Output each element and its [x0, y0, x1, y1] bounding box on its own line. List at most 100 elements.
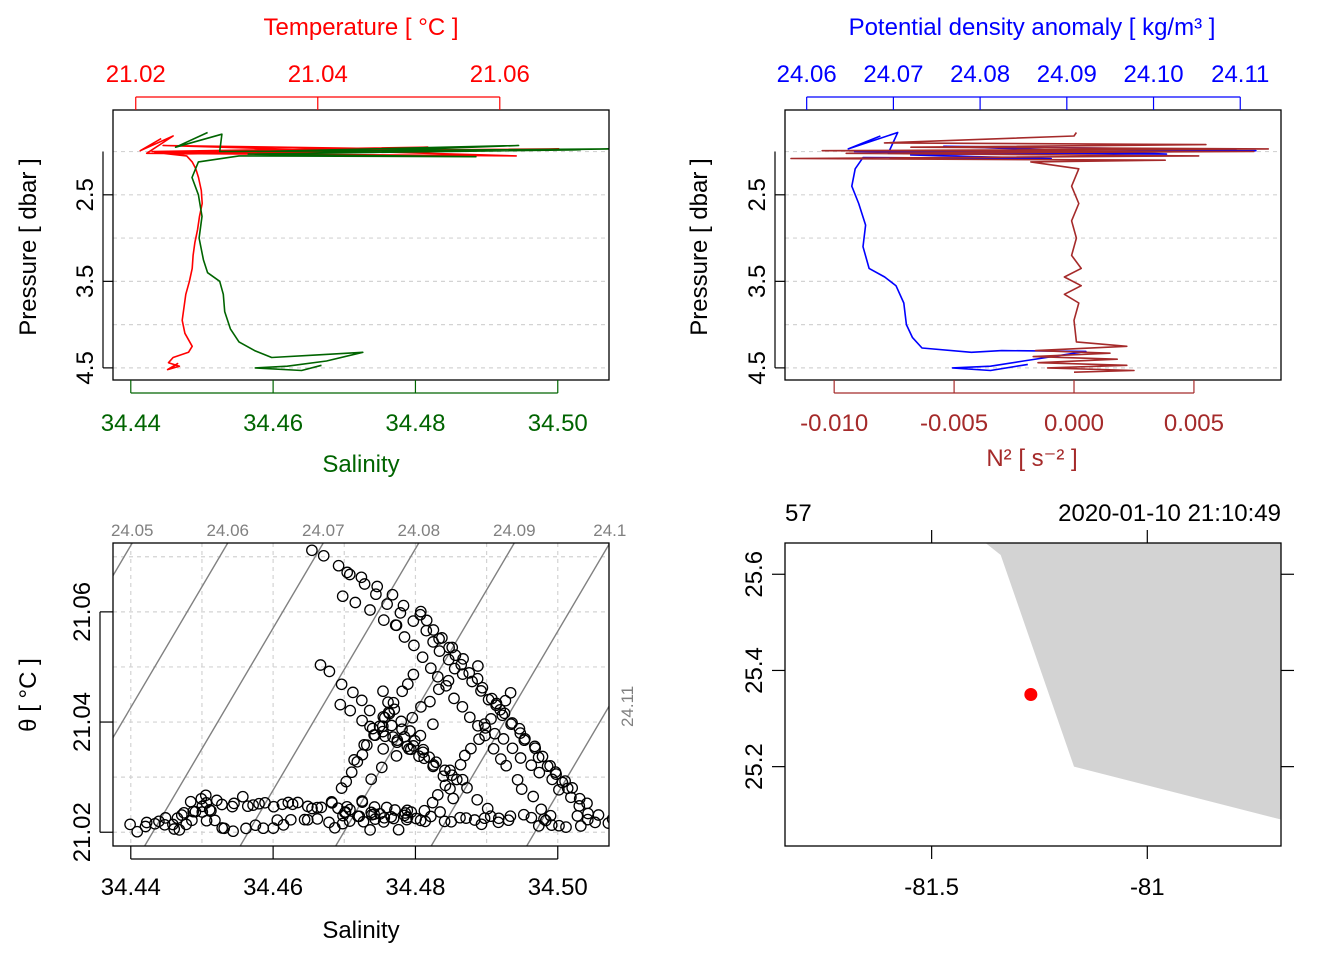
- ts-diagram-frame: [112, 542, 610, 847]
- ts-data-point: [353, 810, 366, 823]
- ts-data-point: [323, 665, 336, 678]
- ts-profile-frame: [112, 109, 610, 381]
- bottom-axis-tick-label: 34.48: [385, 410, 445, 437]
- ts-x-tick-label: 34.44: [101, 874, 161, 901]
- ts-data-point: [497, 733, 510, 745]
- ts-data-point: [317, 549, 330, 562]
- bottom-axis-tick-label: -0.005: [920, 410, 988, 437]
- ts-data-point: [514, 752, 527, 764]
- ts-data-point: [159, 812, 172, 824]
- ts-data-point: [386, 588, 399, 601]
- density-axis-label: Potential density anomaly [ kg/m³ ]: [849, 14, 1216, 41]
- ts-data-point: [291, 796, 304, 809]
- station-marker: [1024, 688, 1038, 701]
- density-profile-frame: [784, 109, 1282, 381]
- ts-data-point: [535, 803, 548, 816]
- land-polygon: [985, 543, 1281, 820]
- ts-data-point: [241, 800, 254, 813]
- top-axis-tick-label: 24.09: [1037, 61, 1097, 88]
- ts-data-point: [284, 813, 297, 826]
- ts-data-point: [456, 773, 469, 786]
- ts-x-tick-label: 34.46: [243, 874, 303, 901]
- bottom-axis-tick-label: 34.46: [243, 410, 303, 437]
- ts-data-point: [334, 698, 347, 711]
- ts-data-point: [437, 770, 450, 783]
- ts-data-point: [390, 750, 403, 762]
- ts-y-tick-label: 21.04: [69, 692, 96, 752]
- isopycnal-label: 24.05: [111, 521, 154, 540]
- ts-data-point: [460, 812, 472, 824]
- ts-data-point: [186, 814, 198, 827]
- ts-data-point: [344, 803, 356, 816]
- ts-data-point: [306, 802, 318, 815]
- ts-data-point: [525, 759, 538, 772]
- ts-data-point: [370, 588, 382, 601]
- ts-data-point: [454, 758, 467, 771]
- ts-data-point: [398, 631, 411, 643]
- map-axes: -81.5 -81 25.2 25.4 25.6: [741, 530, 1294, 901]
- ts-data-point: [533, 766, 546, 779]
- ts-data-point: [581, 813, 594, 826]
- ts-data-point: [487, 742, 500, 755]
- ts-data-point: [336, 817, 349, 830]
- ts-data-point: [408, 639, 420, 652]
- ts-data-point: [131, 825, 144, 838]
- bottom-axis-tick-label: 34.44: [101, 410, 161, 437]
- ts-data-point: [298, 813, 311, 826]
- ts-data-point: [536, 750, 549, 763]
- map-frame: [784, 542, 1282, 847]
- ts-data-point: [407, 668, 420, 681]
- ts-data-point: [484, 810, 497, 823]
- ts-data-point: [442, 674, 455, 687]
- ts-diagram-axes: 34.44 34.46 34.48 34.50 21.02 21.04 21.06: [69, 582, 588, 901]
- ts-data-point: [395, 715, 408, 728]
- isopycnal-line: [526, 705, 609, 846]
- ts-data-point: [496, 709, 509, 722]
- lat-tick-label: 25.2: [741, 743, 768, 790]
- ts-data-point: [447, 792, 460, 805]
- ts-data-point: [140, 816, 153, 829]
- pressure-tick-label: 2.5: [72, 178, 99, 211]
- ts-data-point: [438, 815, 451, 828]
- isopycnal-line: [144, 543, 324, 846]
- ts-data-point: [404, 725, 416, 737]
- ts-data-point: [432, 683, 445, 696]
- n2-axis-label: N² [ s⁻² ]: [986, 445, 1077, 472]
- station-map-panel: -81.5 -81 25.2 25.4 25.6 57 2020-01-10 21:10…: [741, 500, 1294, 901]
- ts-data-point: [249, 819, 262, 832]
- ts-diagram-grid: [113, 543, 609, 846]
- pressure-tick-label: 4.5: [72, 351, 99, 384]
- ts-data-point: [420, 614, 433, 627]
- ts-data-point: [401, 678, 414, 690]
- pressure-axis-label: Pressure [ dbar ]: [15, 158, 42, 335]
- ts-data-point: [158, 818, 171, 831]
- ts-data-point: [358, 738, 371, 751]
- ts-data-point: [380, 801, 393, 814]
- ts-data-point: [519, 732, 531, 745]
- ts-data-point: [431, 789, 444, 801]
- ts-data-point: [364, 604, 376, 616]
- ts-data-point: [368, 729, 380, 741]
- ts-data-point: [168, 823, 181, 835]
- ts-data-point: [385, 811, 398, 823]
- ts-data-point: [566, 782, 579, 794]
- station-number-label: 57: [785, 500, 812, 527]
- ts-data-point: [433, 645, 446, 657]
- ts-data-point: [606, 814, 609, 824]
- ts-data-point: [457, 653, 469, 665]
- ts-data-point: [529, 742, 542, 755]
- ts-data-point: [559, 775, 571, 787]
- ts-data-point: [471, 793, 484, 806]
- ts-data-point: [382, 696, 394, 709]
- ts-data-point: [504, 686, 517, 699]
- ts-data-point: [481, 802, 494, 815]
- ts-data-point: [448, 692, 460, 705]
- ts-diagram-panel: 24.05 24.06 24.07 24.08 24.09 24.1 24.11 34.44…: [15, 521, 637, 944]
- ts-x-tick-label: 34.48: [385, 874, 445, 901]
- ts-data-point: [401, 740, 414, 753]
- ts-data-point: [124, 818, 136, 831]
- isopycnal-line: [430, 543, 609, 846]
- ts-data-point: [448, 662, 461, 675]
- density-profile-series: [790, 131, 1270, 373]
